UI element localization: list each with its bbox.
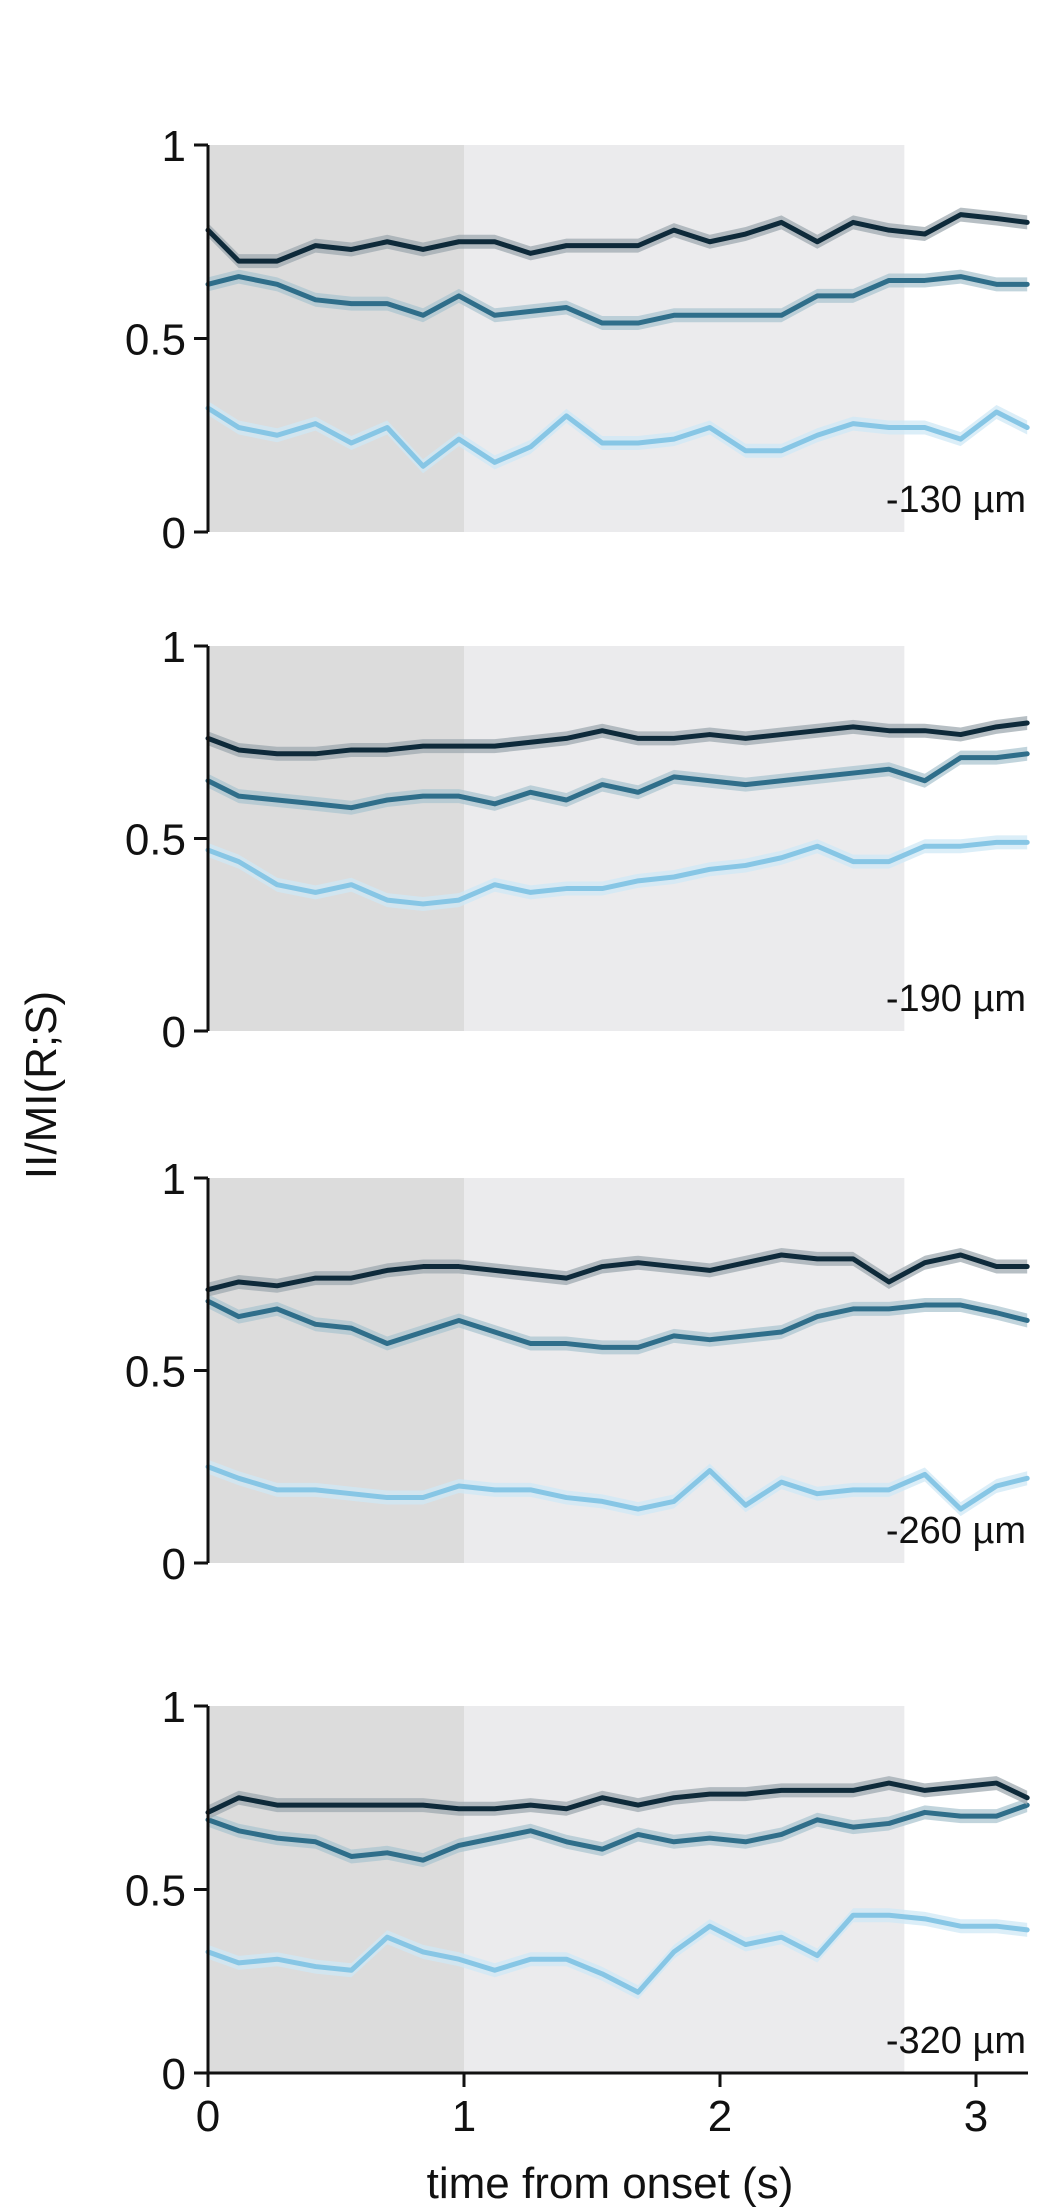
- series-line: [205, 1298, 1030, 1350]
- series-band: [208, 269, 1028, 331]
- series-line: [205, 405, 1030, 469]
- y-tick-label: 1: [162, 122, 186, 171]
- panel-3: 0 0.5 1 -260 µm: [125, 1155, 1030, 1589]
- shaded-region-late: [464, 646, 905, 1031]
- series-band: [208, 207, 1028, 269]
- series-line: [205, 1464, 1030, 1512]
- depth-label: -130 µm: [886, 479, 1026, 521]
- shaded-region-early: [208, 646, 464, 1031]
- series-line: [205, 274, 1030, 326]
- series-line: [205, 1780, 1030, 1815]
- series-line: [205, 212, 1030, 264]
- series-line: [205, 720, 1030, 757]
- series-line: [205, 1912, 1030, 1995]
- series-line: [205, 1802, 1030, 1863]
- x-tick-label: 0: [196, 2092, 220, 2141]
- x-axis-title: time from onset (s): [427, 2159, 794, 2208]
- y-tick-label: 0.5: [125, 1867, 186, 1916]
- y-axis-title: II/MI(R;S): [17, 991, 66, 1179]
- shaded-region-early: [208, 145, 464, 532]
- y-tick-label: 0: [162, 1008, 186, 1057]
- y-tick-label: 0: [162, 509, 186, 558]
- y-tick-label: 0.5: [125, 816, 186, 865]
- depth-label: -190 µm: [886, 978, 1026, 1020]
- y-tick-label: 0: [162, 1540, 186, 1589]
- y-tick-label: 1: [162, 1683, 186, 1732]
- series-band: [208, 835, 1028, 911]
- y-tick-label: 0.5: [125, 316, 186, 365]
- shaded-region-late: [464, 1706, 905, 2073]
- panel-1: 0 0.5 1 -130 µm: [125, 122, 1030, 558]
- series-band: [208, 1294, 1028, 1355]
- panel-2: 0 0.5 1 -190 µm: [125, 623, 1030, 1057]
- shaded-region-late: [464, 145, 905, 532]
- panel-4: 0 0.5 1 -320 µm 0 1 2 3: [125, 1683, 1030, 2141]
- series-band: [208, 1776, 1028, 1820]
- y-tick-label: 1: [162, 623, 186, 672]
- series-band: [208, 1459, 1028, 1517]
- shaded-region-early: [208, 1178, 464, 1563]
- y-tick-label: 0.5: [125, 1348, 186, 1397]
- x-tick-label: 3: [964, 2092, 988, 2141]
- panels: 0 0.5 1 -130 µm 0 0.5 1 -190 µm 0 0.5 1 -260 µm 0 0.5…: [125, 122, 1030, 2141]
- depth-label: -260 µm: [886, 1510, 1026, 1552]
- y-tick-label: 1: [162, 1155, 186, 1204]
- series-line: [205, 839, 1030, 907]
- shaded-region-early: [208, 1706, 464, 2073]
- series-band: [208, 1798, 1028, 1868]
- shaded-region-late: [464, 1178, 905, 1563]
- x-tick-label: 2: [708, 2092, 732, 2141]
- x-tick-label: 1: [452, 2092, 476, 2141]
- series-line: [205, 1252, 1030, 1293]
- depth-label: -320 µm: [886, 2020, 1026, 2062]
- series-line: [205, 751, 1030, 811]
- y-tick-label: 0: [162, 2050, 186, 2099]
